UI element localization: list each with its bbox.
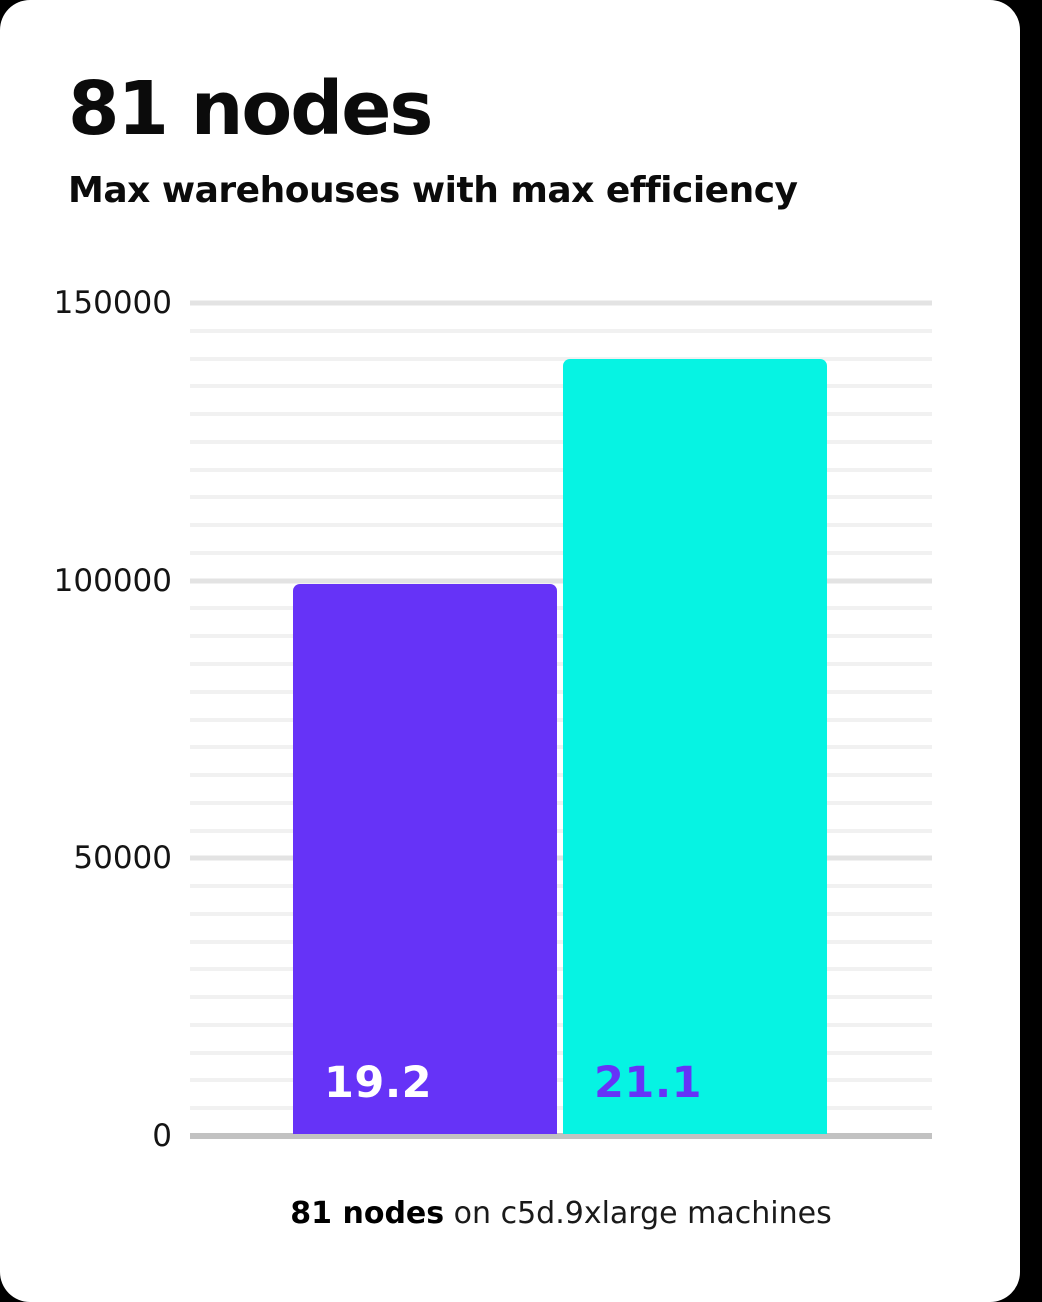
- bar-value-label: 21.1: [594, 1058, 703, 1108]
- gridline: [190, 828, 932, 833]
- plot-area: 19.2 21.1: [190, 300, 932, 1139]
- gridline: [190, 717, 932, 722]
- bar-19.2: 19.2: [293, 584, 557, 1134]
- gridline: [190, 495, 932, 500]
- caption-regular-text: on c5d.9xlarge machines: [444, 1196, 832, 1231]
- gridline: [190, 1106, 932, 1111]
- gridline: [190, 911, 932, 916]
- gridline: [190, 995, 932, 1000]
- gridline: [190, 467, 932, 472]
- gridline: [190, 523, 932, 528]
- gridline: [190, 745, 932, 750]
- gridline: [190, 855, 932, 861]
- y-tick-label: 100000: [53, 562, 172, 599]
- chart-subtitle: Max warehouses with max efficiency: [68, 170, 798, 211]
- gridline: [190, 634, 932, 639]
- chart-caption: 81 nodes on c5d.9xlarge machines: [190, 1196, 932, 1231]
- y-tick-label: 150000: [53, 285, 172, 321]
- gridline: [190, 384, 932, 389]
- gridline: [190, 550, 932, 555]
- gridline: [190, 1050, 932, 1055]
- gridline: [190, 300, 932, 306]
- gridline: [190, 328, 932, 333]
- gridline: [190, 800, 932, 805]
- bar-chart: 150000 100000 50000 0 19.2 21.1: [0, 285, 1020, 1154]
- gridline: [190, 578, 932, 584]
- gridline: [190, 939, 932, 944]
- chart-card: 81 nodes Max warehouses with max efficie…: [0, 0, 1020, 1302]
- chart-title: 81 nodes: [68, 66, 433, 152]
- gridline: [190, 1022, 932, 1027]
- gridline: [190, 412, 932, 417]
- y-tick-label: 50000: [73, 840, 172, 877]
- y-tick-label: 0: [152, 1118, 172, 1154]
- y-axis-tick-labels: 150000 100000 50000 0: [0, 285, 172, 1154]
- x-axis-line: [190, 1133, 932, 1139]
- gridline: [190, 661, 932, 666]
- gridline: [190, 1078, 932, 1083]
- caption-bold-text: 81 nodes: [290, 1196, 445, 1231]
- gridline: [190, 884, 932, 889]
- bar-value-label: 19.2: [324, 1058, 433, 1108]
- gridline: [190, 606, 932, 611]
- gridline: [190, 689, 932, 694]
- gridline: [190, 773, 932, 778]
- gridline: [190, 967, 932, 972]
- bar-21.1: 21.1: [563, 358, 827, 1134]
- gridline: [190, 439, 932, 444]
- gridline: [190, 356, 932, 361]
